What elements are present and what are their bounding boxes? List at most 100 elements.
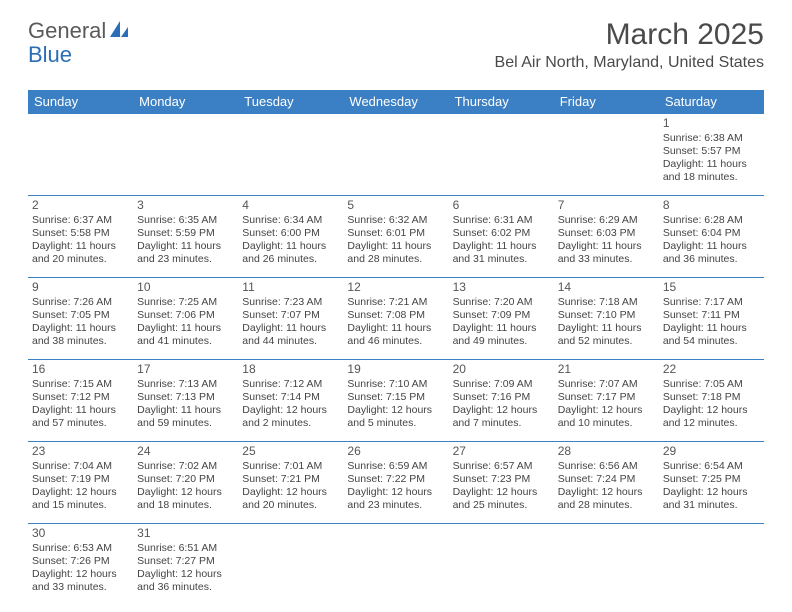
day1-text: Daylight: 12 hours — [32, 486, 129, 499]
sunset-text: Sunset: 7:08 PM — [347, 309, 444, 322]
sunrise-text: Sunrise: 6:53 AM — [32, 542, 129, 555]
day1-text: Daylight: 12 hours — [32, 568, 129, 581]
sunset-text: Sunset: 7:07 PM — [242, 309, 339, 322]
day-cell: 20Sunrise: 7:09 AMSunset: 7:16 PMDayligh… — [449, 360, 554, 442]
sunset-text: Sunset: 6:04 PM — [663, 227, 760, 240]
day1-text: Daylight: 11 hours — [347, 322, 444, 335]
day-number: 7 — [558, 198, 655, 213]
day-cell: 11Sunrise: 7:23 AMSunset: 7:07 PMDayligh… — [238, 278, 343, 360]
day-cell: 25Sunrise: 7:01 AMSunset: 7:21 PMDayligh… — [238, 442, 343, 524]
day-cell — [449, 114, 554, 196]
day1-text: Daylight: 12 hours — [242, 404, 339, 417]
day2-text: and 33 minutes. — [558, 253, 655, 266]
day-cell: 5Sunrise: 6:32 AMSunset: 6:01 PMDaylight… — [343, 196, 448, 278]
day2-text: and 33 minutes. — [32, 581, 129, 594]
sunset-text: Sunset: 7:11 PM — [663, 309, 760, 322]
day2-text: and 23 minutes. — [137, 253, 234, 266]
sunrise-text: Sunrise: 6:54 AM — [663, 460, 760, 473]
sunrise-text: Sunrise: 7:18 AM — [558, 296, 655, 309]
day2-text: and 15 minutes. — [32, 499, 129, 512]
day-number: 31 — [137, 526, 234, 541]
day1-text: Daylight: 12 hours — [558, 404, 655, 417]
day-cell: 16Sunrise: 7:15 AMSunset: 7:12 PMDayligh… — [28, 360, 133, 442]
day-number: 27 — [453, 444, 550, 459]
sunset-text: Sunset: 6:02 PM — [453, 227, 550, 240]
day-number: 5 — [347, 198, 444, 213]
day1-text: Daylight: 12 hours — [663, 404, 760, 417]
day-number: 13 — [453, 280, 550, 295]
day1-text: Daylight: 12 hours — [347, 486, 444, 499]
day-cell: 26Sunrise: 6:59 AMSunset: 7:22 PMDayligh… — [343, 442, 448, 524]
day1-text: Daylight: 11 hours — [558, 240, 655, 253]
day1-text: Daylight: 11 hours — [137, 322, 234, 335]
day-cell — [554, 524, 659, 606]
sunrise-text: Sunrise: 6:31 AM — [453, 214, 550, 227]
day-number: 10 — [137, 280, 234, 295]
title-block: March 2025 Bel Air North, Maryland, Unit… — [495, 18, 764, 72]
sunrise-text: Sunrise: 7:05 AM — [663, 378, 760, 391]
sunrise-text: Sunrise: 7:09 AM — [453, 378, 550, 391]
day-number: 17 — [137, 362, 234, 377]
day2-text: and 44 minutes. — [242, 335, 339, 348]
day1-text: Daylight: 11 hours — [32, 404, 129, 417]
sunset-text: Sunset: 7:24 PM — [558, 473, 655, 486]
day-number: 21 — [558, 362, 655, 377]
day1-text: Daylight: 11 hours — [242, 240, 339, 253]
day-cell: 17Sunrise: 7:13 AMSunset: 7:13 PMDayligh… — [133, 360, 238, 442]
day-header: Sunday — [28, 90, 133, 114]
sunset-text: Sunset: 7:05 PM — [32, 309, 129, 322]
day2-text: and 31 minutes. — [663, 499, 760, 512]
logo: General — [28, 18, 130, 44]
logo-text-blue: Blue — [28, 42, 72, 67]
sunset-text: Sunset: 5:57 PM — [663, 145, 760, 158]
day2-text: and 20 minutes. — [242, 499, 339, 512]
day-cell — [238, 114, 343, 196]
day-header: Saturday — [659, 90, 764, 114]
sunset-text: Sunset: 7:09 PM — [453, 309, 550, 322]
day2-text: and 36 minutes. — [663, 253, 760, 266]
day-cell: 27Sunrise: 6:57 AMSunset: 7:23 PMDayligh… — [449, 442, 554, 524]
sunrise-text: Sunrise: 7:25 AM — [137, 296, 234, 309]
day-header: Friday — [554, 90, 659, 114]
day-cell — [343, 524, 448, 606]
day1-text: Daylight: 11 hours — [32, 322, 129, 335]
sunset-text: Sunset: 5:59 PM — [137, 227, 234, 240]
day-cell — [659, 524, 764, 606]
sunrise-text: Sunrise: 7:15 AM — [32, 378, 129, 391]
day1-text: Daylight: 12 hours — [453, 404, 550, 417]
day2-text: and 46 minutes. — [347, 335, 444, 348]
sunset-text: Sunset: 7:18 PM — [663, 391, 760, 404]
day2-text: and 38 minutes. — [32, 335, 129, 348]
day2-text: and 18 minutes. — [137, 499, 234, 512]
sunrise-text: Sunrise: 7:17 AM — [663, 296, 760, 309]
sunrise-text: Sunrise: 6:38 AM — [663, 132, 760, 145]
day2-text: and 26 minutes. — [242, 253, 339, 266]
sunrise-text: Sunrise: 7:20 AM — [453, 296, 550, 309]
day-number: 14 — [558, 280, 655, 295]
day-number: 16 — [32, 362, 129, 377]
sunset-text: Sunset: 7:27 PM — [137, 555, 234, 568]
day2-text: and 20 minutes. — [32, 253, 129, 266]
week-row: 2Sunrise: 6:37 AMSunset: 5:58 PMDaylight… — [28, 196, 764, 278]
sunset-text: Sunset: 6:03 PM — [558, 227, 655, 240]
week-row: 23Sunrise: 7:04 AMSunset: 7:19 PMDayligh… — [28, 442, 764, 524]
logo-text-general: General — [28, 18, 106, 44]
day-cell: 19Sunrise: 7:10 AMSunset: 7:15 PMDayligh… — [343, 360, 448, 442]
day-cell — [133, 114, 238, 196]
day2-text: and 10 minutes. — [558, 417, 655, 430]
day-cell: 28Sunrise: 6:56 AMSunset: 7:24 PMDayligh… — [554, 442, 659, 524]
day1-text: Daylight: 11 hours — [242, 322, 339, 335]
day-number: 9 — [32, 280, 129, 295]
sunset-text: Sunset: 7:22 PM — [347, 473, 444, 486]
day2-text: and 36 minutes. — [137, 581, 234, 594]
location: Bel Air North, Maryland, United States — [495, 54, 764, 72]
sunset-text: Sunset: 7:19 PM — [32, 473, 129, 486]
day-cell: 14Sunrise: 7:18 AMSunset: 7:10 PMDayligh… — [554, 278, 659, 360]
sail-icon — [108, 19, 130, 44]
day-cell: 23Sunrise: 7:04 AMSunset: 7:19 PMDayligh… — [28, 442, 133, 524]
sunrise-text: Sunrise: 7:13 AM — [137, 378, 234, 391]
day-number: 15 — [663, 280, 760, 295]
day-cell: 10Sunrise: 7:25 AMSunset: 7:06 PMDayligh… — [133, 278, 238, 360]
day-cell: 7Sunrise: 6:29 AMSunset: 6:03 PMDaylight… — [554, 196, 659, 278]
day-cell — [343, 114, 448, 196]
